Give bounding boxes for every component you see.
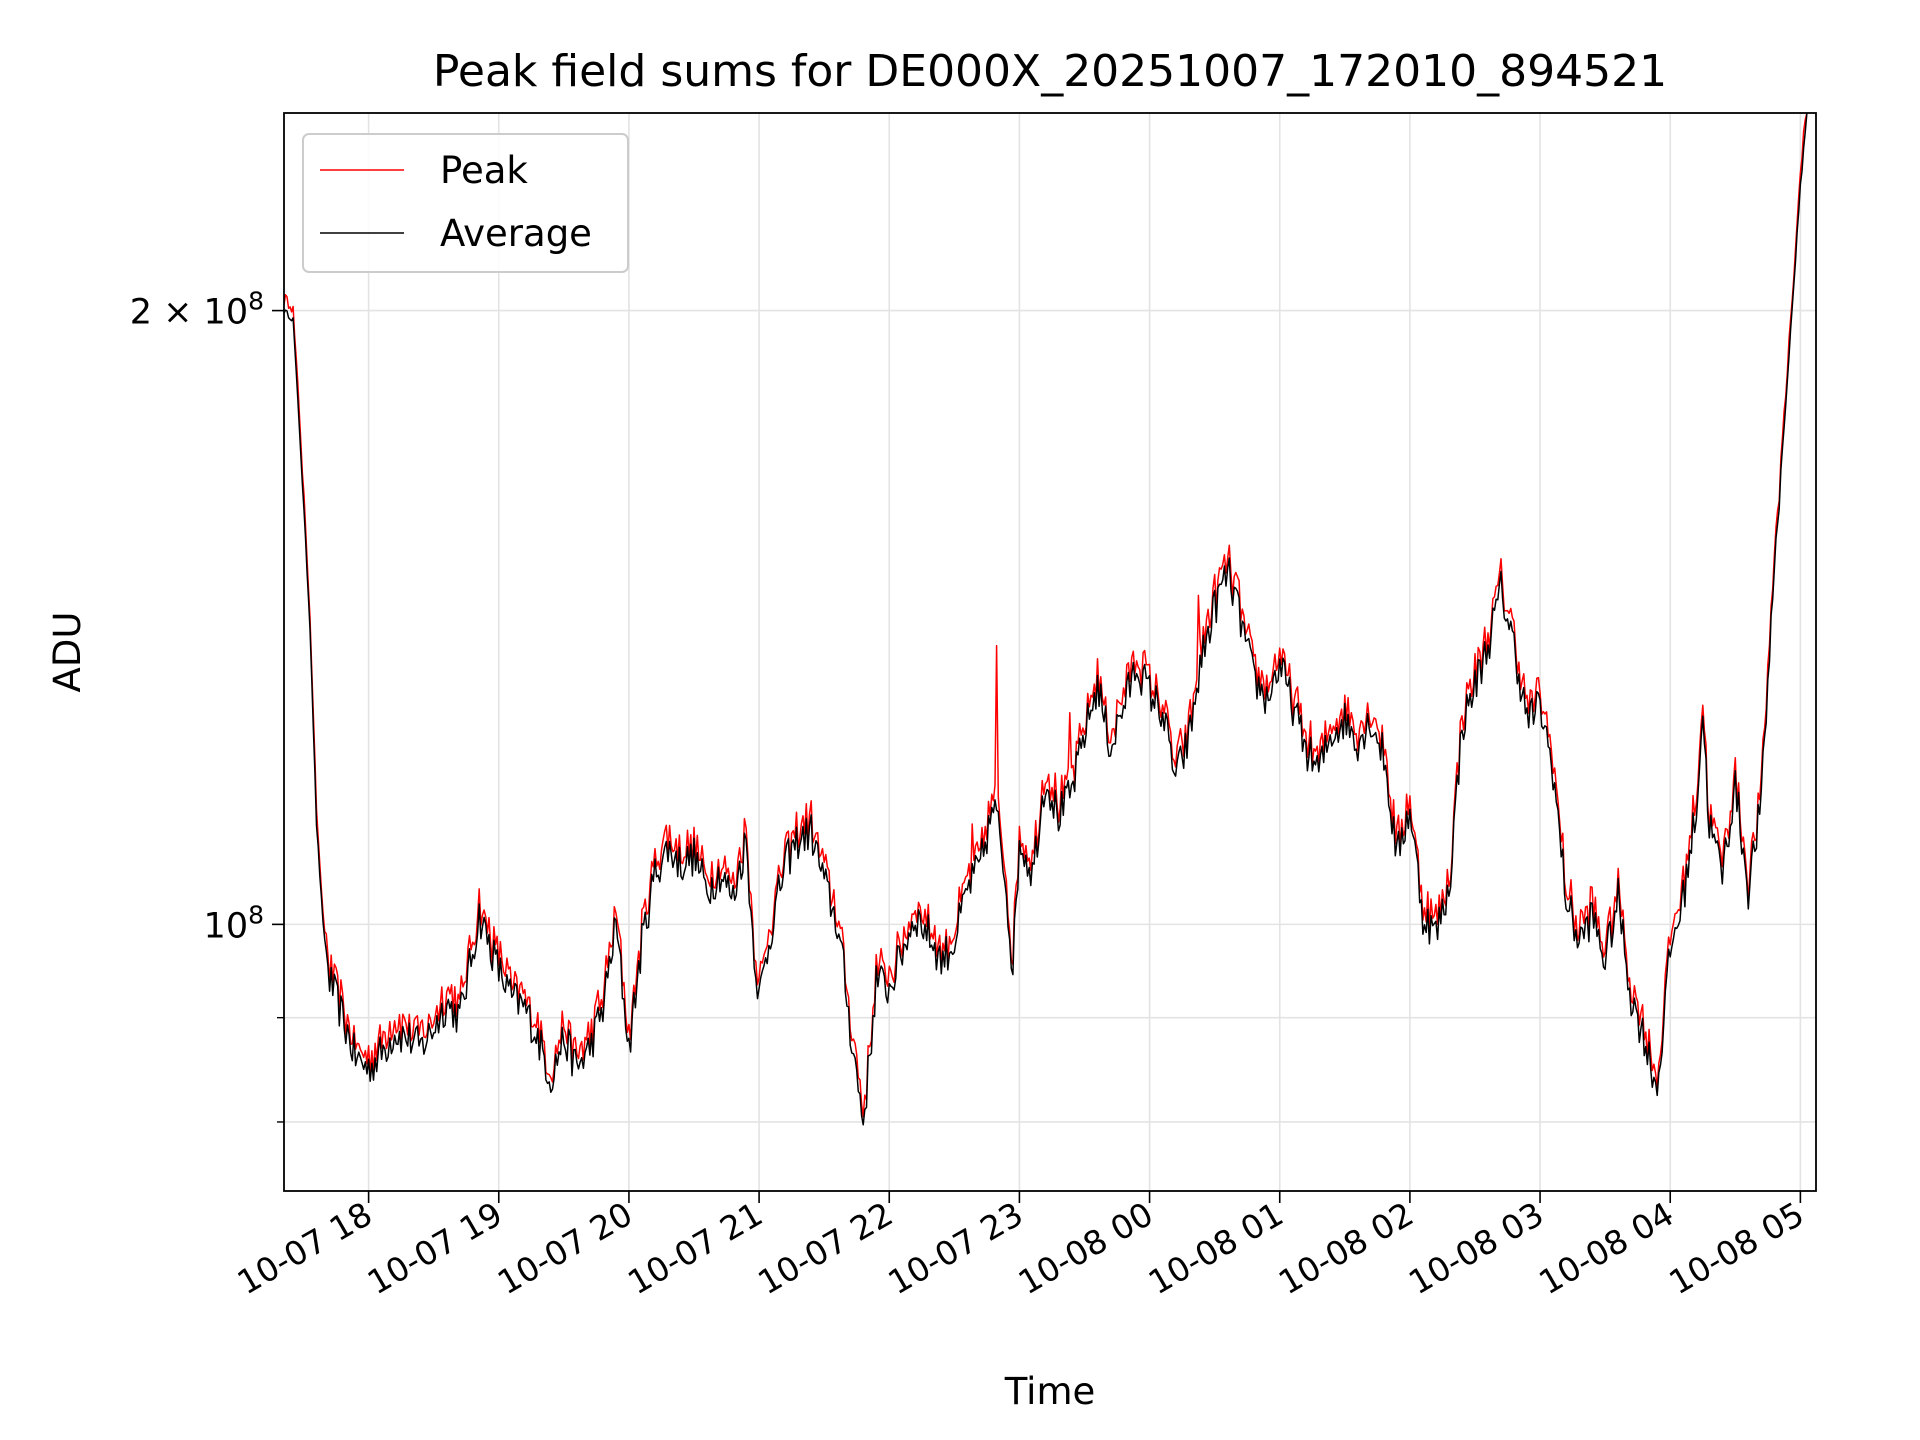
y-tick-label: 2 × 108	[130, 287, 264, 333]
legend-box	[302, 133, 629, 273]
x-axis-label: Time	[1004, 1370, 1096, 1413]
chart-title: Peak field sums for DE000X_20251007_1720…	[433, 46, 1667, 97]
plot-frame	[283, 112, 1817, 1192]
grid-layer	[284, 113, 1816, 1191]
series-layer	[283, 112, 1808, 1126]
y-tick-label: 108	[204, 900, 264, 946]
y-axis-label: ADU	[46, 612, 89, 693]
legend-peak-label: Peak	[440, 149, 528, 192]
legend: Peak Average	[302, 133, 629, 273]
series-average-line	[283, 112, 1808, 1126]
series-peak-line	[283, 112, 1808, 1118]
legend-average-label: Average	[440, 212, 592, 255]
